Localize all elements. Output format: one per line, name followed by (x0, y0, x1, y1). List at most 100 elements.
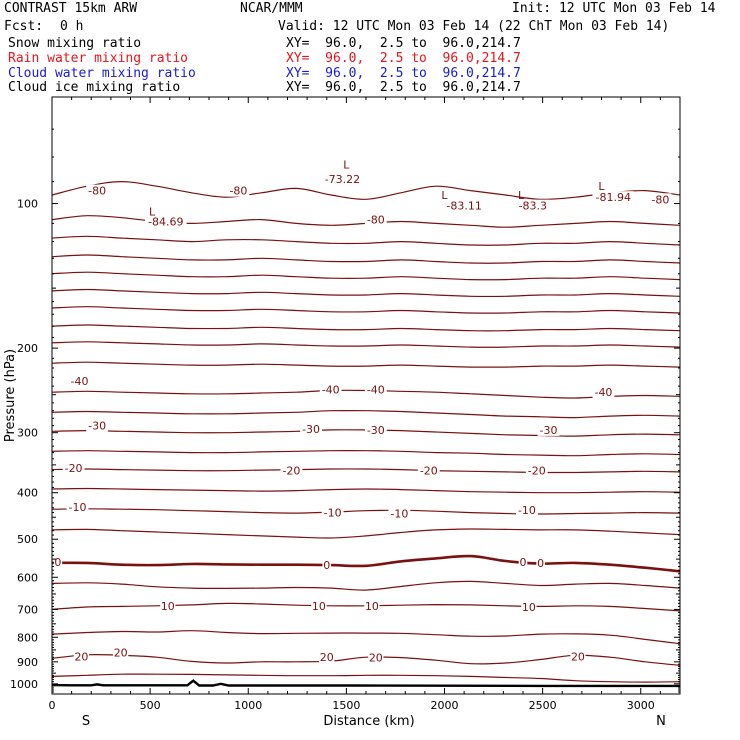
contour-label-bg (53, 556, 63, 569)
contour-label: -30 (88, 420, 106, 433)
x-tick-label: 2000 (431, 699, 459, 712)
contour-label-bg (322, 559, 332, 572)
field-cloud-ice-xy: XY= 96.0, 2.5 to 96.0,214.7 (286, 80, 521, 95)
isotherm-minus-58 (52, 271, 680, 281)
contour-label-bg (516, 504, 538, 517)
x-tick-label: 3000 (627, 699, 655, 712)
contour-label: -40 (367, 384, 385, 397)
contour-label-bg (515, 199, 551, 212)
contour-label: 20 (369, 652, 383, 665)
y-tick-label: 600 (17, 571, 38, 584)
isotherm-minus-25 (52, 450, 680, 457)
field-rain-name: Rain water mixing ratio (8, 51, 189, 66)
isotherm-minus-56 (52, 288, 680, 298)
y-tick-label: 1000 (10, 678, 38, 691)
x-axis-end-label-south: S (82, 714, 90, 729)
contour-label-bg (227, 184, 250, 197)
field-snow-name: Snow mixing ratio (8, 36, 142, 51)
valid-time: Valid: 12 UTC Mon 03 Feb 14 (22 ChT Mon … (278, 19, 670, 34)
contour-label-bg (364, 213, 387, 226)
isotherm-minus-54 (52, 306, 680, 314)
isotherm-minus-80 (52, 180, 680, 200)
contour-label: -10 (324, 507, 342, 520)
x-tick-label: 0 (49, 699, 56, 712)
contour-label: -30 (302, 423, 320, 436)
contour-label-bg (525, 464, 548, 477)
y-tick-label: 500 (17, 533, 38, 546)
contour-label-bg (592, 191, 635, 204)
contour-label-bg (521, 601, 537, 614)
terrain-profile (52, 679, 680, 688)
isotherm-minus-15 (52, 487, 680, 494)
isotherm-20 (52, 654, 680, 666)
contour-labels: -80 -80 -80 -80 -73.22 -84.69 -83.11 -83.3 -81.9… (53, 159, 672, 665)
low-marker: L (598, 180, 605, 193)
init-time: Init: 12 UTC Mon 03 Feb 14 (512, 1, 716, 16)
contour-label-bg (536, 556, 545, 569)
contour-label-bg (86, 419, 109, 432)
contour-label: -83.11 (446, 200, 481, 213)
contour-label: 10 (365, 600, 379, 613)
contour-label: -20 (528, 465, 546, 478)
isotherm-minus-62 (52, 254, 680, 264)
contour-label-bg (311, 599, 327, 612)
contour-label: -80 (367, 214, 385, 227)
contour-label: -80 (229, 185, 247, 198)
x-tick-label: 500 (140, 699, 161, 712)
contour-label-bg (388, 507, 411, 520)
contour-label-bg (321, 506, 344, 519)
contour-label-bg (66, 500, 89, 513)
isotherm-5 (52, 580, 680, 591)
isotherm-minus-66 (52, 235, 680, 246)
contour-label: -81.94 (596, 191, 631, 204)
contour-label: -80 (651, 193, 669, 206)
contour-label-bg (62, 461, 85, 474)
field-rain-xy: XY= 96.0, 2.5 to 96.0,214.7 (286, 51, 521, 66)
contour-label-bg (364, 599, 380, 612)
y-axis-title: Pressure (hPa) (3, 349, 18, 442)
contour-label-bg (364, 423, 387, 436)
low-marker: L (518, 189, 525, 202)
contour-label: 20 (74, 651, 88, 664)
contour-label-bg (300, 423, 322, 436)
contour-label-bg (537, 423, 560, 436)
contour-label-bg (364, 383, 387, 396)
contour-label: -40 (594, 386, 612, 399)
contour-label: -20 (282, 465, 300, 478)
low-marker: L (441, 189, 448, 202)
x-tick-label: 1500 (332, 699, 360, 712)
y-tick-label: 800 (17, 631, 38, 644)
contour-label: 10 (522, 601, 536, 614)
contour-label: -10 (390, 508, 408, 521)
contour-label: -20 (65, 462, 83, 475)
chart-title: CONTRAST 15km ARW (4, 1, 138, 16)
contour-label: -40 (322, 384, 340, 397)
low-marker: L (149, 206, 156, 219)
contour-label: 0 (520, 556, 527, 569)
x-axis-end-label-north: N (656, 714, 666, 729)
contour-label: 20 (320, 651, 334, 664)
contour-label: 20 (571, 651, 585, 664)
contour-label: 0 (54, 556, 61, 569)
isotherm-minus-20 (52, 468, 680, 474)
contour-label: 10 (161, 600, 175, 613)
y-tick-label: 900 (17, 656, 38, 669)
contour-label-bg (319, 651, 335, 664)
y-tick-label: 400 (17, 487, 38, 500)
contour-label-bg (518, 556, 528, 569)
field-cloud-ice-name: Cloud ice mixing ratio (8, 80, 181, 95)
isotherm-minus-50 (52, 341, 680, 348)
contour-label-bg (280, 464, 303, 477)
x-tick-label: 1000 (234, 699, 262, 712)
contour-label: 10 (312, 600, 326, 613)
contour-label-bg (86, 184, 109, 197)
contour-label-bg (417, 464, 440, 477)
contour-label: -73.22 (325, 173, 360, 186)
x-axis-title: Distance (km) (323, 714, 414, 729)
contour-label: -40 (70, 375, 88, 388)
low-marker: L (343, 159, 350, 172)
contour-label-bg (368, 651, 384, 664)
contour-label-bg (113, 646, 129, 659)
isotherm-minus-5 (52, 528, 680, 539)
